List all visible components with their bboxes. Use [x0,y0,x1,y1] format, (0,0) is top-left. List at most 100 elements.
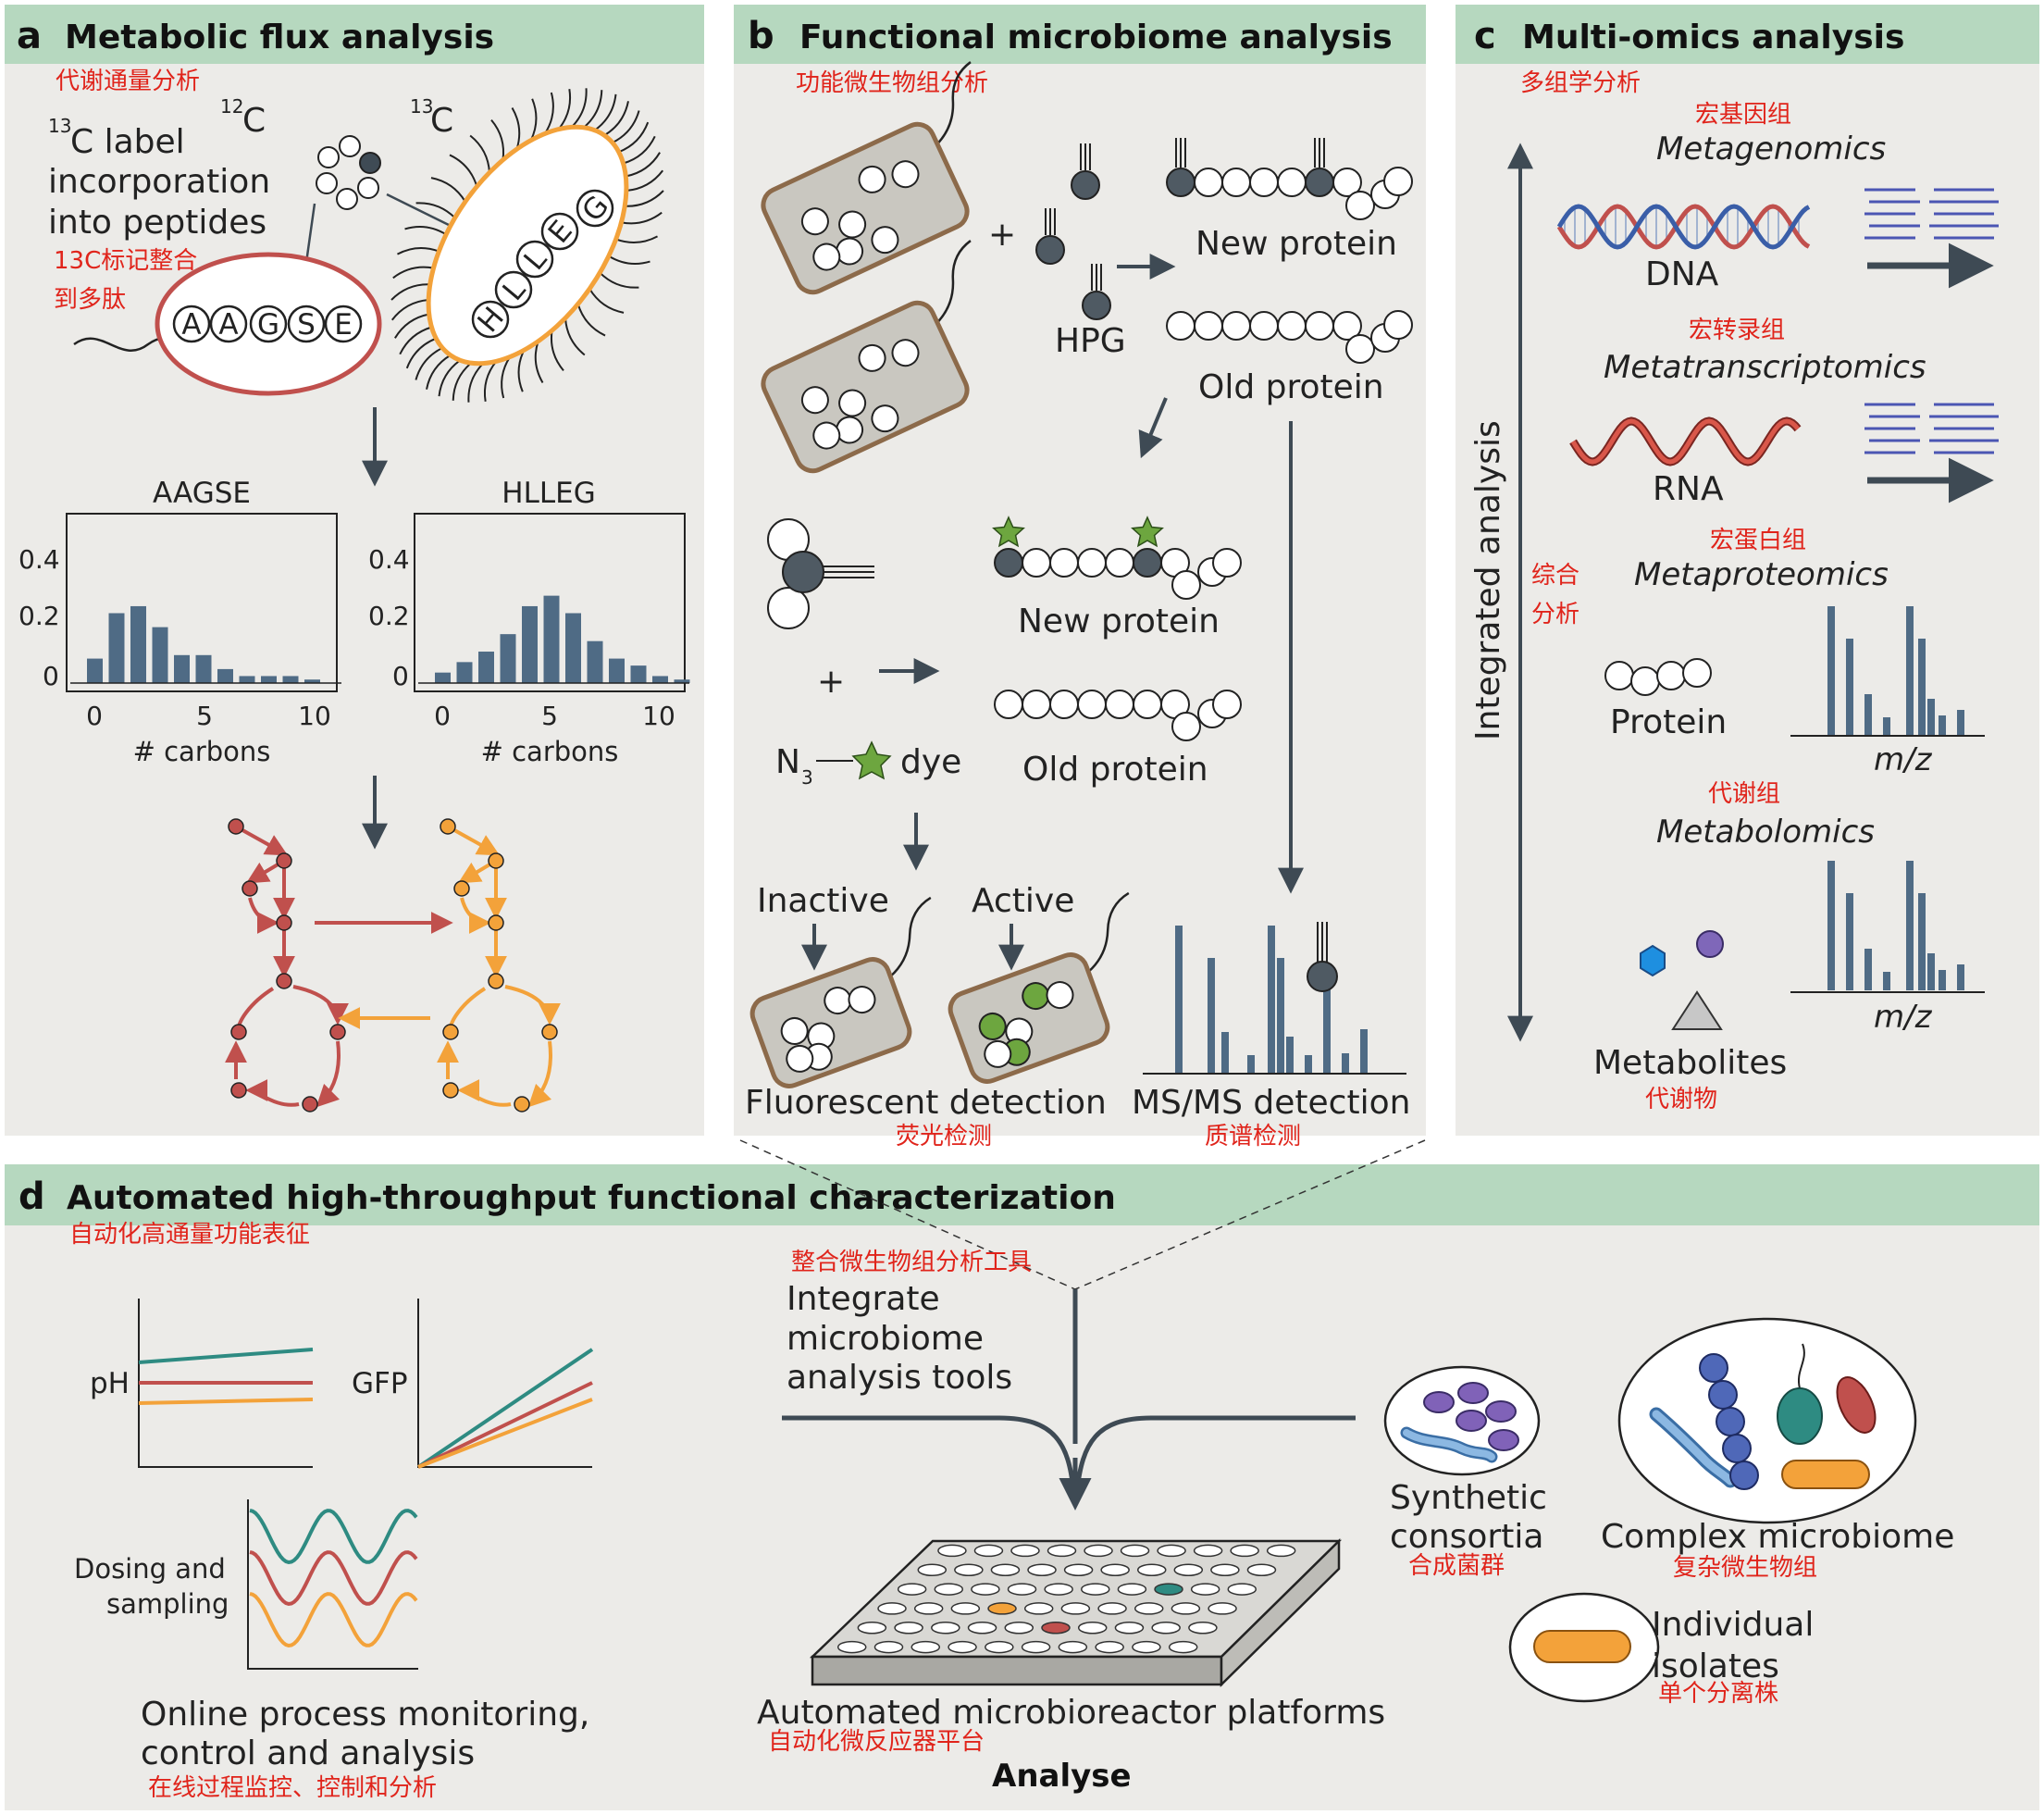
plate-well [985,1640,1014,1654]
flagellum [626,152,661,178]
hist-bar [456,662,473,683]
spectrum-peak [1957,710,1964,736]
network-node [302,1096,318,1113]
protein-residue [1305,311,1334,341]
network-node [276,973,292,989]
spectrum-peak [1175,926,1183,1074]
protein-residue [994,690,1023,719]
new-protein-chain-2 [992,516,1242,600]
hist-bar [500,634,516,683]
protein-label: Protein [1610,703,1727,741]
flagellum [467,362,484,403]
spectrum-peak [1305,1055,1312,1074]
hpg-large-icon [767,518,874,629]
fluor-label: Fluorescent detection [745,1084,1107,1122]
sup-13: 13 [48,115,71,137]
rna-strand-icon [1569,416,1802,466]
network-node [276,914,292,931]
panel-d-title-cn: 自动化高通量功能表征 [69,1221,310,1249]
active-label: Active [972,882,1074,920]
old-protein-label-1: Old protein [1198,368,1384,406]
bacterium-cell [749,896,932,1088]
hist-bar [565,613,581,683]
plate-well [931,1622,960,1635]
dye-star-icon [1131,516,1164,548]
flagellum [399,326,432,355]
old-protein-label-2: Old protein [1022,751,1208,789]
network-node [488,914,504,931]
cell-protein-dot [812,421,841,450]
bacteria-detection [749,891,1130,1088]
dna-strand [1556,204,1811,250]
network-node [329,1024,346,1040]
plate-well [1193,1544,1223,1558]
peptide-residue [172,305,211,343]
flagellum [452,362,472,401]
bacterium-cell [761,240,972,474]
carbon-ring-icon [316,135,381,210]
network-edge [235,825,289,856]
flagellum [1087,891,1130,973]
protein-residue [1022,690,1051,719]
network-edge [504,985,561,1026]
cell-protein-dot [800,207,829,236]
network-node [453,880,470,897]
flagellum [608,255,650,266]
protein-residue [1630,666,1660,696]
flagellum [576,304,606,337]
synthetic-cn: 合成菌群 [1408,1552,1505,1580]
new-protein-label-1: New protein [1195,225,1397,263]
hist-bar [261,676,277,683]
plate-well [897,1583,927,1596]
hist-aagse-xtick-0: 0 [86,701,103,731]
plate-well [971,1583,1000,1596]
flagellum [415,202,456,219]
hist-hlleg-frame [414,513,686,692]
peptide-residue [324,305,363,343]
plate-well [987,1602,1017,1615]
new-protein-label-2: New protein [1018,603,1220,640]
dashed-connectors [739,1139,1426,1290]
protein-residue [994,548,1023,578]
flagellum [612,110,640,144]
hist-bar [108,613,125,683]
isolates-cn: 单个分离株 [1658,1680,1778,1708]
spectrum-peak [1827,861,1835,990]
flagellum [621,211,663,225]
integrated-axis-cn-2: 分析 [1531,601,1579,628]
spectrum-peak [1221,1032,1229,1074]
plate-well [1007,1583,1037,1596]
flagellum [626,169,664,193]
hist-bar [478,652,494,683]
panel-a-header [5,5,704,64]
dosing-wave [249,1509,418,1565]
hist-bar [304,679,320,683]
bacterium-hlleg: HLLEG [390,88,664,403]
peptide-residue [515,240,554,279]
sequencing-reads-icon-2 [1864,403,1999,503]
iso-12-c: C [242,102,266,140]
protein-residue [1022,548,1051,578]
peptide-residue [209,305,248,343]
cell-protein-dot [978,1012,1007,1040]
flagellum [557,89,572,131]
plate-well [1132,1640,1161,1654]
protein-chain-icon [1604,658,1712,696]
hist-bar [152,627,168,683]
cell-protein-dot [891,339,920,367]
hist-bar [195,654,212,683]
network-edge [447,825,501,856]
dye-star-icon [851,740,892,780]
flagellum [415,346,443,380]
plate-well [1100,1563,1130,1576]
mz-label-2: m/z [1874,999,1933,1036]
plate-well [1027,1563,1057,1576]
integration-funnel [782,1289,1356,1510]
hpg-label: HPG [1055,322,1126,360]
flagellum [501,356,511,399]
flagellum [449,154,478,187]
protein-residue [1133,548,1162,578]
dosing-plot [247,1499,418,1670]
flagellum [936,240,972,324]
